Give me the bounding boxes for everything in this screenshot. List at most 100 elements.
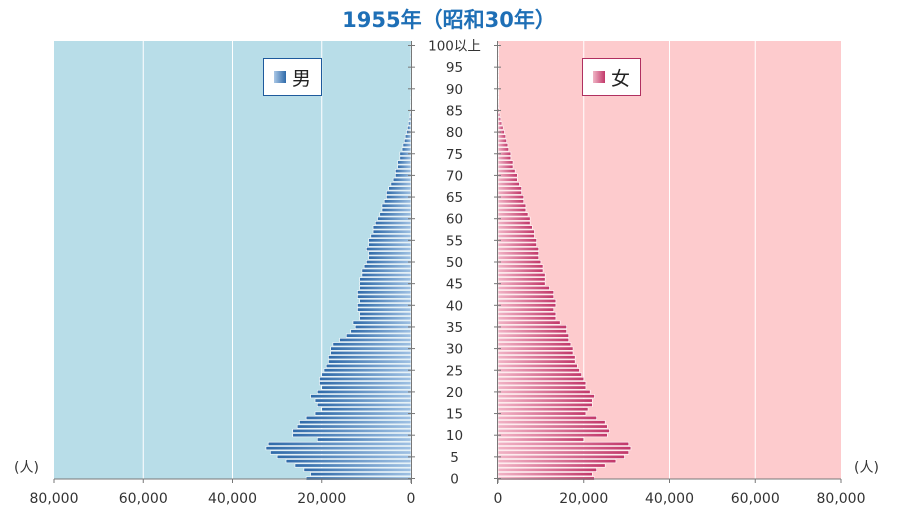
age-label-80: 80 — [446, 125, 463, 141]
male-bar-age-34 — [350, 329, 412, 334]
chart-title: 1955年（昭和30年） — [342, 8, 556, 32]
age-label-50: 50 — [446, 255, 463, 271]
age-label-70: 70 — [446, 168, 463, 184]
female-bar-age-81 — [497, 125, 504, 130]
male-bar-age-42 — [357, 294, 412, 299]
male-bar-age-11 — [292, 428, 412, 433]
female-bar-age-12 — [497, 424, 608, 429]
age-label-60: 60 — [446, 212, 463, 228]
age-label-20: 20 — [446, 385, 463, 401]
female-x-tick-label: 20,000 — [559, 491, 608, 507]
female-bar-age-4 — [497, 459, 617, 464]
male-bar-age-45 — [359, 281, 412, 286]
female-bar-age-93 — [497, 73, 499, 78]
male-bar-age-67 — [388, 186, 412, 191]
female-bar-age-51 — [497, 255, 540, 260]
female-bar-age-46 — [497, 277, 546, 282]
male-bar-age-25 — [323, 368, 412, 373]
male-bar-age-5 — [276, 454, 412, 459]
male-bar-age-38 — [359, 311, 412, 316]
age-label-65: 65 — [446, 190, 463, 206]
male-bar-age-60 — [377, 216, 412, 221]
female-bar-age-18 — [497, 398, 593, 403]
female-bar-age-26 — [497, 363, 578, 368]
age-label-40: 40 — [446, 298, 463, 314]
male-bar-age-61 — [379, 212, 412, 217]
male-bar-age-46 — [359, 277, 412, 282]
male-bar-age-2 — [303, 467, 412, 472]
male-bar-age-6 — [270, 450, 412, 455]
female-bar-age-44 — [497, 285, 550, 290]
male-bar-age-56 — [370, 234, 412, 239]
male-bar-age-32 — [339, 337, 412, 342]
male-x-tick-label: 80,000 — [30, 491, 79, 507]
female-bar-age-35 — [497, 324, 567, 329]
age-label-95: 95 — [446, 60, 463, 76]
female-bar-age-68 — [497, 182, 520, 187]
female-bar-age-86 — [497, 104, 500, 109]
age-label-10: 10 — [446, 428, 463, 444]
female-bar-age-65 — [497, 195, 525, 200]
female-bar-age-52 — [497, 251, 540, 256]
male-bar-age-16 — [321, 407, 412, 412]
female-bar-age-96 — [497, 60, 499, 65]
age-label-5: 5 — [450, 450, 459, 466]
female-bar-age-79 — [497, 134, 507, 139]
female-x-tick-label: 40,000 — [645, 491, 694, 507]
female-bar-age-61 — [497, 212, 529, 217]
age-label-45: 45 — [446, 277, 463, 293]
male-bar-age-1 — [310, 472, 412, 477]
female-bar-age-6 — [497, 450, 630, 455]
male-bar-age-9 — [316, 437, 412, 442]
age-label-75: 75 — [446, 147, 463, 163]
age-label-30: 30 — [446, 342, 463, 358]
female-bar-age-47 — [497, 273, 546, 277]
female-bar-age-92 — [497, 78, 499, 83]
male-bar-age-59 — [374, 221, 412, 226]
male-bar-age-4 — [285, 459, 412, 464]
male-bar-age-18 — [314, 398, 412, 403]
female-bar-age-58 — [497, 225, 533, 230]
female-bar-age-37 — [497, 316, 557, 321]
male-bar-age-22 — [319, 381, 412, 386]
female-bar-age-34 — [497, 329, 567, 334]
male-bar-age-72 — [397, 164, 412, 169]
male-bar-age-10 — [292, 433, 412, 438]
male-bar-age-68 — [390, 182, 412, 187]
male-bar-age-44 — [359, 285, 412, 290]
male-bar-age-41 — [359, 298, 412, 303]
male-bar-age-65 — [386, 195, 412, 200]
female-bar-age-11 — [497, 428, 610, 433]
female-bar-age-30 — [497, 346, 574, 351]
female-bar-age-63 — [497, 203, 527, 208]
female-bar-age-38 — [497, 311, 557, 316]
female-bar-age-50 — [497, 260, 542, 264]
legend-female: 女 — [582, 58, 642, 96]
male-bar-age-17 — [316, 402, 412, 407]
female-bar-age-94 — [497, 69, 499, 74]
female-x-tick-label: 80,000 — [817, 491, 866, 507]
female-bar-age-22 — [497, 381, 587, 386]
male-bar-age-71 — [395, 169, 412, 174]
male-bar-age-57 — [372, 229, 412, 234]
age-label-0: 0 — [450, 472, 459, 488]
male-bar-age-31 — [332, 342, 412, 347]
male-bar-age-26 — [325, 363, 412, 368]
female-x-tick-label: 0 — [494, 491, 503, 507]
male-bar-age-64 — [383, 199, 412, 204]
female-bar-age-56 — [497, 234, 535, 239]
female-bar-age-62 — [497, 208, 527, 213]
male-bar-age-84 — [409, 112, 412, 117]
age-label-90: 90 — [446, 82, 463, 98]
female-bar-age-33 — [497, 333, 570, 338]
male-bar-age-78 — [404, 138, 412, 143]
female-bar-age-64 — [497, 199, 525, 204]
female-bar-age-24 — [497, 372, 582, 377]
female-bar-age-74 — [497, 156, 512, 161]
male-bar-age-54 — [368, 242, 412, 247]
female-bar-age-29 — [497, 350, 574, 355]
age-label-15: 15 — [446, 407, 463, 423]
legend-male-swatch — [274, 71, 286, 83]
female-bar-age-76 — [497, 147, 510, 152]
